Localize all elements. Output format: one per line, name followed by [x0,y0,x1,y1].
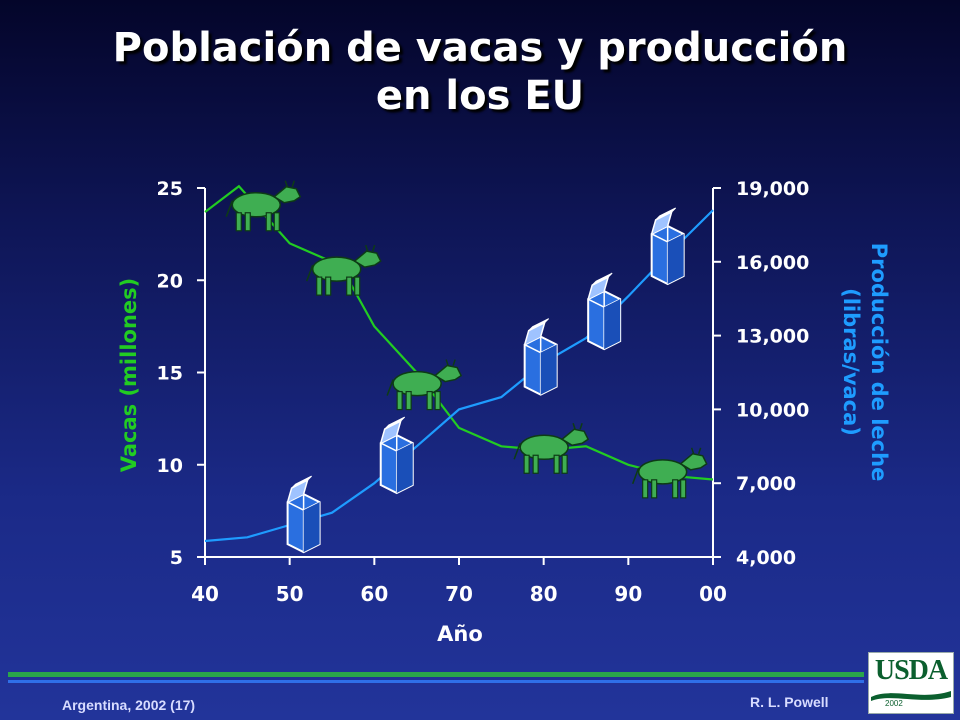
y-left-tick-label: 25 [157,178,183,200]
y-right-tick-label: 13,000 [736,326,809,348]
x-tick-label: 50 [276,582,304,606]
series-line-cows [204,184,714,481]
x-tick-label: 60 [360,582,388,606]
y-right-axis-title-line-1: Producción de leche [867,243,891,482]
cow-icon [386,358,462,411]
cow-icon [513,422,589,475]
y-left-tick-label: 10 [157,455,183,477]
x-axis-title: Año [437,622,483,646]
usda-logo-year: 2002 [885,699,903,708]
y-right-tick-label: 19,000 [736,178,809,200]
milk-carton-icon [286,475,321,554]
milk-carton-icon [587,272,622,351]
footer-rule-blue [8,680,864,683]
y-right-tick-label: 7,000 [736,473,796,495]
usda-logo-text: USDA [874,655,948,686]
y-left-tick-label: 20 [157,270,183,292]
x-tick-label: 40 [191,582,219,606]
y-left-axis-title: Vacas (millones) [117,278,141,473]
footer-author: R. L. Powell [750,694,829,710]
y-right-tick-label: 10,000 [736,399,809,421]
usda-logo: USDA 2002 [868,652,954,714]
milk-carton-icon [650,206,685,285]
slide-title: Población de vacas y producción en los E… [0,24,960,120]
y-left-tick-label: 5 [170,547,183,569]
y-left-tick-label: 15 [157,363,183,385]
footer-rule-green [8,672,864,677]
x-tick-label: 90 [614,582,642,606]
y-right-axis-title-line-2: (libras/vaca) [839,288,863,436]
x-tick-label: 00 [699,582,727,606]
x-tick-label: 70 [445,582,473,606]
title-line-1: Población de vacas y producción [112,25,848,71]
x-tick-label: 80 [530,582,558,606]
milk-carton-icon [379,416,414,495]
y-right-tick-label: 4,000 [736,547,796,569]
footer-source: Argentina, 2002 (17) [62,697,196,713]
y-right-axis-title: Producción de leche(libras/vaca) [839,243,891,482]
cow-icon [305,244,382,296]
usda-swoosh-icon [871,691,951,701]
cow-icon [631,447,708,499]
y-right-tick-label: 16,000 [736,252,809,274]
milk-carton-icon [523,317,558,396]
title-line-2: en los EU [375,73,585,119]
